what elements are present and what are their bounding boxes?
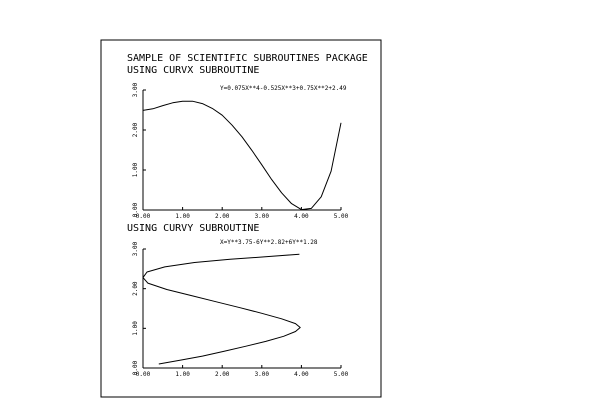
chart1-title: USING CURVX SUBROUTINE (127, 65, 259, 76)
chart2-y-tick-label: 3.00 (132, 241, 139, 256)
chart2-series-line (142, 253, 301, 365)
chart1-y-tick-label: 2.00 (132, 122, 139, 137)
chart2-x-tick-label: 5.00 (334, 371, 349, 378)
chart2-x-tick-label: 2.00 (215, 371, 230, 378)
chart1-x-tick-label: 1.00 (175, 213, 190, 220)
chart1-y-tick-label: 0.00 (132, 202, 139, 217)
chart-curvy: 0.00 1.00 2.00 3.00 4.00 5.00 0.00 1.00 2.00 3.00… (132, 239, 349, 378)
chart1-series-line (142, 100, 342, 211)
chart2-x-tick-label: 0.00 (136, 371, 151, 378)
chart2-title: USING CURVY SUBROUTINE (127, 223, 259, 234)
chart1-x-tick-label: 2.00 (215, 213, 230, 220)
chart1-equation-label: Y=0.075X**4-0.525X**3+0.75X**2+2.49 (220, 85, 347, 92)
chart1-y-tick-label: 1.00 (132, 162, 139, 177)
chart2-x-tick-label: 3.00 (255, 371, 270, 378)
chart1-x-tick-label: 4.00 (294, 213, 309, 220)
chart1-y-tick-label: 3.00 (132, 82, 139, 97)
chart2-y-tick-label: 0.00 (132, 360, 139, 375)
chart2-x-tick-label: 1.00 (175, 371, 190, 378)
chart2-x-tick-label: 4.00 (294, 371, 309, 378)
page-border (100, 39, 382, 398)
chart1-x-tick-label: 5.00 (334, 213, 349, 220)
chart2-y-tick-label: 1.00 (132, 321, 139, 336)
chart1-x-tick-label: 3.00 (255, 213, 270, 220)
page-title: SAMPLE OF SCIENTIFIC SUBROUTINES PACKAGE (127, 53, 368, 64)
chart2-equation-label: X=Y**3.75-6Y**2.82+6Y**1.28 (220, 239, 318, 246)
chart-curvx: 0.00 1.00 2.00 3.00 4.00 5.00 0.00 1.00 2.00 3.00… (132, 82, 349, 220)
chart2-y-tick-label: 2.00 (132, 281, 139, 296)
chart1-x-tick-label: 0.00 (136, 213, 151, 220)
